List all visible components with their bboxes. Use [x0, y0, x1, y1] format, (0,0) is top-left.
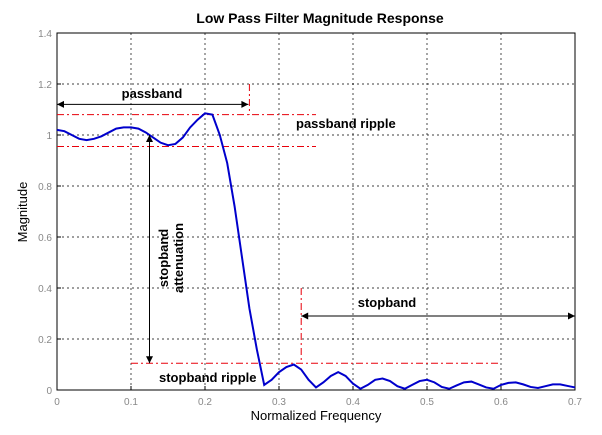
x-tick-label: 0.3: [272, 397, 286, 408]
stopband-attenuation-arrow-head-top: [146, 135, 153, 142]
y-tick-labels: 0 0.2 0.4 0.6 0.8 1 1.2 1.4: [38, 29, 61, 397]
stopband-arrow-head-right: [568, 312, 575, 320]
stopband-attenuation-arrow-head-bottom: [146, 356, 153, 364]
plot-frame: [56, 32, 576, 391]
x-tick-label: 0.4: [346, 397, 360, 408]
chart-title: Low Pass Filter Magnitude Response: [196, 10, 444, 26]
y-axis-label: Magnitude: [15, 182, 30, 243]
x-tick-label: 0.7: [568, 397, 582, 408]
y-tick-label: 0: [46, 386, 52, 397]
magnitude-response-line: [56, 112, 576, 390]
x-tick-label: 0.2: [198, 397, 212, 408]
x-tick-label: 0: [54, 397, 60, 408]
x-tick-label: 0.1: [124, 397, 138, 408]
passband-label: passband: [122, 86, 183, 101]
passband-ripple-label: passband ripple: [296, 116, 396, 131]
grid: [57, 33, 575, 390]
annotation-arrows: [57, 100, 575, 364]
y-tick-label: 0.6: [38, 233, 52, 244]
stopband-ripple-label: stopband ripple: [159, 370, 257, 385]
x-axis-label: Normalized Frequency: [251, 408, 382, 423]
stopband-attenuation-label-line2: attenuation: [171, 223, 186, 293]
stopband-attenuation-label-line1: stopband: [156, 229, 171, 288]
stopband-label: stopband: [358, 295, 417, 310]
x-tick-label: 0.5: [420, 397, 434, 408]
stopband-arrow-head-left: [301, 312, 309, 320]
y-tick-label: 1.2: [38, 80, 52, 91]
y-tick-label: 0.2: [38, 335, 52, 346]
y-tick-label: 0.4: [38, 284, 52, 295]
x-tick-labels: 0 0.1 0.2 0.3 0.4 0.5 0.6 0.7: [54, 386, 582, 408]
y-tick-label: 0.8: [38, 182, 52, 193]
passband-arrow-head-left: [57, 100, 64, 108]
spec-guides: [57, 84, 501, 364]
passband-arrow-head-right: [241, 100, 249, 108]
y-tick-label: 1: [46, 131, 52, 142]
x-tick-label: 0.6: [494, 397, 508, 408]
y-tick-label: 1.4: [38, 29, 52, 40]
